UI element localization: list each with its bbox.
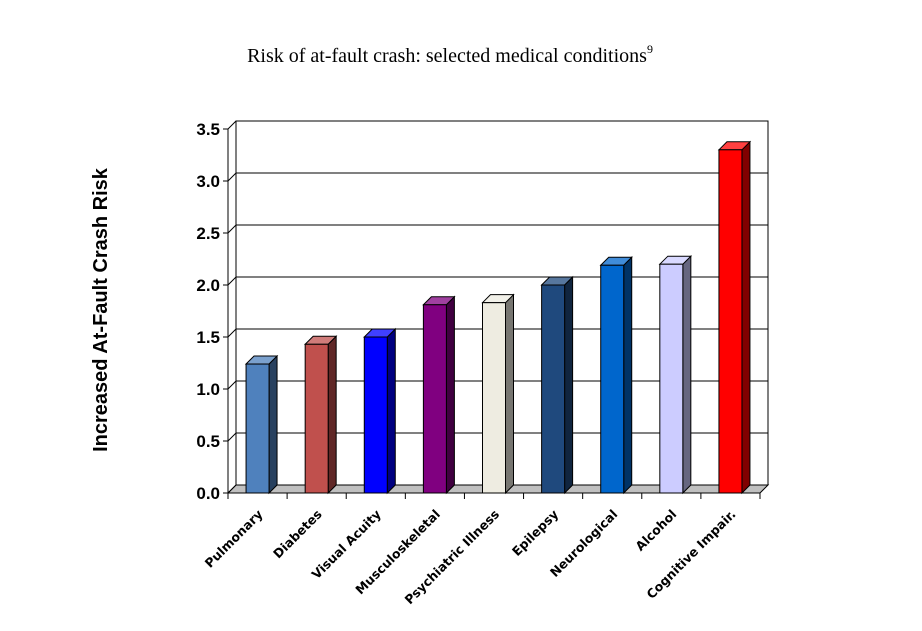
gridline-side	[227, 276, 237, 286]
bar	[363, 336, 388, 494]
gridline-side	[227, 380, 237, 390]
y-tick-label: 1.5	[196, 328, 220, 347]
bar-side	[682, 254, 692, 495]
bar-side	[327, 335, 337, 495]
y-tick-label: 3.5	[196, 120, 220, 139]
bar-side	[268, 354, 278, 495]
bar	[245, 363, 270, 494]
x-tick-label: Alcohol	[632, 507, 679, 554]
gridline-side	[227, 224, 237, 234]
y-tick-label: 0.0	[196, 484, 220, 503]
x-tick-label: Epilepsy	[509, 507, 561, 559]
gridline-side	[227, 120, 237, 130]
bar-side	[386, 327, 396, 495]
y-tick-label: 3.0	[196, 172, 220, 191]
bar-side	[741, 140, 751, 495]
bar-side	[623, 256, 633, 495]
bar-side	[445, 295, 455, 495]
y-tick-label: 1.0	[196, 380, 220, 399]
chart-title: Risk of at-fault crash: selected medical…	[247, 42, 653, 67]
gridline-side	[227, 432, 237, 442]
x-tick-label: Pulmonary	[202, 507, 266, 571]
bar	[600, 264, 625, 494]
bar	[541, 284, 566, 494]
bar	[422, 304, 447, 494]
chart-title-superscript: 9	[647, 42, 653, 56]
plot-area: 0.0 0.5 1.0 1.5 2.0 2.5 3.0 3.5 Pulmonary Diabete…	[196, 120, 770, 607]
bar	[482, 302, 506, 494]
chart-title-main: Risk of at-fault crash: selected medical…	[247, 45, 647, 67]
y-tick-label: 2.5	[196, 224, 220, 243]
y-tick-label: 2.0	[196, 276, 220, 295]
bar-side	[564, 275, 574, 495]
gridline-side	[227, 172, 237, 182]
y-axis-label: Increased At-Fault Crash Risk	[90, 167, 112, 452]
bar-side	[505, 293, 514, 495]
bar	[304, 343, 329, 494]
y-tick-label: 0.5	[196, 432, 220, 451]
bar	[659, 263, 684, 494]
x-tick-label: Diabetes	[270, 507, 325, 562]
gridline-side	[227, 484, 237, 494]
gridline-side	[227, 328, 237, 338]
bar	[718, 149, 743, 494]
